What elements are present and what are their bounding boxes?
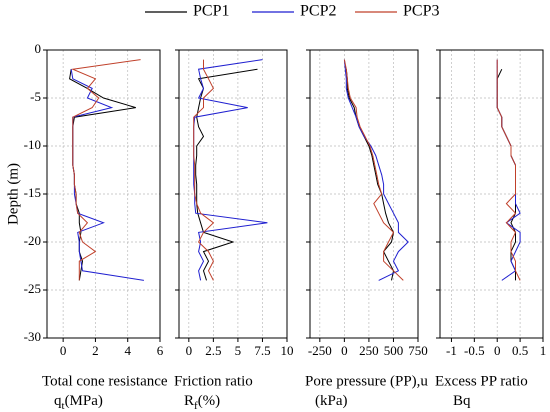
- x-tick-label: 4: [124, 343, 131, 358]
- x-axis-unit-part: (%): [198, 393, 221, 409]
- x-axis-label: Excess PP ratio: [435, 373, 528, 389]
- y-tick-label: -15: [24, 185, 41, 200]
- x-tick-label: 7.5: [254, 343, 270, 358]
- x-tick-label: 0: [341, 343, 348, 358]
- x-axis-unit-part: (kPa): [315, 393, 348, 409]
- x-axis-label: Friction ratio: [174, 373, 253, 389]
- plot-frame: [439, 49, 544, 339]
- plot-frame: [46, 49, 161, 339]
- x-axis-unit: qt(MPa): [54, 393, 103, 411]
- series-line: [496, 68, 516, 281]
- y-tick-label: -25: [24, 281, 41, 296]
- legend-label: PCP3: [403, 3, 439, 20]
- x-tick-label: 10: [281, 343, 294, 358]
- series-line: [70, 59, 141, 281]
- plot-frame: [178, 49, 288, 339]
- x-tick-label: -250: [308, 343, 332, 358]
- y-axis-label: Depth (m): [5, 163, 21, 225]
- x-tick-label: 0: [186, 343, 193, 358]
- x-axis-unit-part: R: [184, 393, 194, 409]
- series-line: [496, 59, 521, 281]
- x-tick-label: 0.5: [512, 343, 528, 358]
- series-line: [343, 59, 404, 281]
- x-axis-unit-part: q: [54, 393, 62, 409]
- x-tick-label: 5: [235, 343, 242, 358]
- x-tick-label: 750: [408, 343, 428, 358]
- x-tick-label: 2.5: [205, 343, 221, 358]
- x-axis-unit-part: Bq: [453, 393, 471, 409]
- plot-frame: [309, 49, 419, 339]
- x-tick-label: 6: [157, 343, 164, 358]
- x-axis-unit-subscript: t: [62, 400, 65, 412]
- legend-label: PCP2: [300, 3, 336, 20]
- x-axis-unit: (kPa): [315, 393, 348, 409]
- x-axis-unit: Bq: [453, 393, 471, 409]
- series-line: [345, 69, 395, 281]
- x-axis-label: Pore pressure (PP),u: [305, 373, 428, 389]
- x-tick-label: 500: [384, 343, 404, 358]
- y-tick-label: -5: [30, 89, 41, 104]
- y-tick-label: -30: [24, 329, 41, 344]
- series-line: [195, 68, 258, 281]
- y-tick-label: -20: [24, 233, 41, 248]
- series-line: [193, 59, 215, 281]
- x-axis-unit: Rf(%): [184, 393, 220, 411]
- x-axis-label: Total cone resistance: [42, 373, 168, 389]
- y-tick-label: -10: [24, 137, 41, 152]
- series-line: [496, 59, 521, 281]
- legend-label: PCP1: [193, 3, 229, 20]
- series-line: [343, 59, 409, 281]
- y-tick-label: 0: [35, 41, 42, 56]
- x-tick-label: -1: [446, 343, 457, 358]
- x-tick-label: 1: [540, 343, 547, 358]
- x-tick-label: -0.5: [464, 343, 485, 358]
- x-tick-label: 0: [60, 343, 67, 358]
- x-tick-label: 250: [359, 343, 379, 358]
- x-tick-label: 2: [92, 343, 99, 358]
- x-axis-unit-subscript: f: [194, 400, 198, 412]
- x-tick-label: 0: [494, 343, 501, 358]
- x-axis-unit-part: (MPa): [65, 393, 103, 409]
- series-line: [70, 69, 144, 281]
